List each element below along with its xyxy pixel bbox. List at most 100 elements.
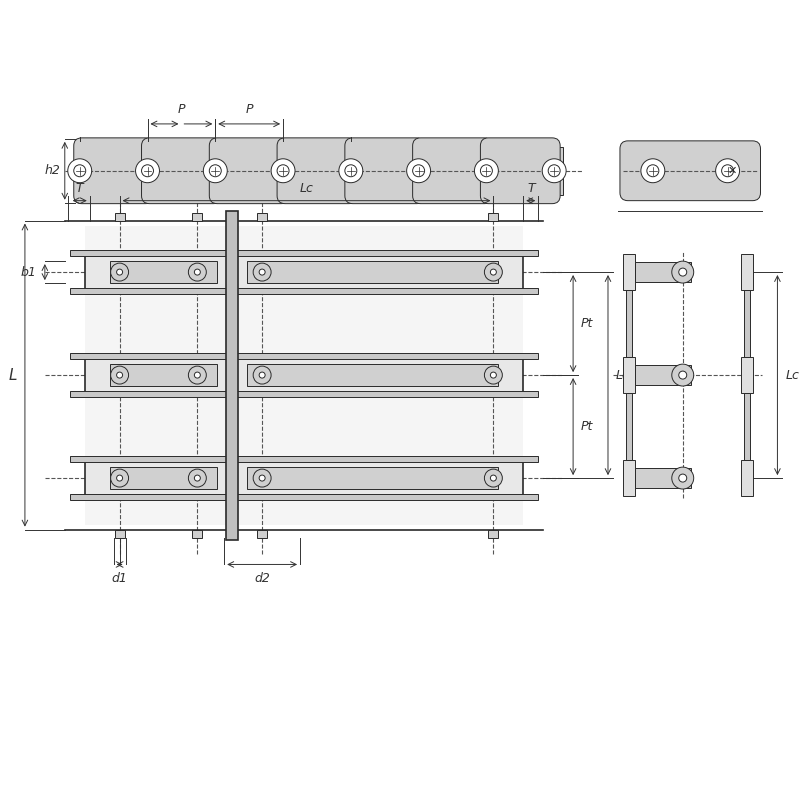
Circle shape — [188, 263, 206, 281]
Bar — [70, 250, 538, 256]
Circle shape — [678, 371, 686, 379]
Text: d1: d1 — [112, 573, 127, 586]
Circle shape — [542, 158, 566, 182]
Circle shape — [194, 475, 200, 481]
Circle shape — [277, 165, 289, 177]
Text: T: T — [527, 182, 535, 194]
FancyBboxPatch shape — [210, 138, 289, 204]
Bar — [70, 353, 538, 359]
Text: d2: d2 — [254, 573, 270, 586]
Bar — [110, 467, 218, 489]
Circle shape — [253, 263, 271, 281]
Text: P: P — [246, 103, 253, 116]
Text: T: T — [76, 182, 83, 194]
Circle shape — [548, 165, 560, 177]
Circle shape — [339, 158, 363, 182]
Circle shape — [68, 158, 92, 182]
Text: Lc: Lc — [786, 369, 799, 382]
Circle shape — [117, 269, 122, 275]
Circle shape — [253, 469, 271, 487]
Circle shape — [271, 158, 295, 182]
Bar — [80, 147, 563, 194]
Circle shape — [194, 372, 200, 378]
Bar — [70, 456, 538, 462]
Circle shape — [641, 158, 665, 182]
Circle shape — [490, 269, 496, 275]
Text: h2: h2 — [45, 164, 61, 178]
Circle shape — [484, 469, 502, 487]
Circle shape — [413, 165, 425, 177]
Bar — [626, 393, 632, 460]
Bar — [741, 254, 753, 290]
Bar — [247, 467, 498, 489]
Circle shape — [722, 165, 734, 177]
Circle shape — [188, 366, 206, 384]
Bar — [114, 213, 125, 221]
Bar — [741, 460, 753, 496]
Text: Pt: Pt — [581, 317, 594, 330]
Circle shape — [259, 475, 265, 481]
Circle shape — [672, 261, 694, 283]
Text: P: P — [178, 103, 185, 116]
Bar — [635, 365, 690, 385]
Bar — [743, 290, 750, 357]
Circle shape — [203, 158, 227, 182]
Bar — [226, 210, 238, 539]
Bar — [114, 530, 125, 538]
Bar — [257, 530, 267, 538]
Bar — [623, 357, 635, 393]
Circle shape — [484, 263, 502, 281]
FancyBboxPatch shape — [74, 138, 154, 204]
Bar — [635, 468, 690, 488]
Text: Pt: Pt — [581, 420, 594, 433]
Circle shape — [74, 165, 86, 177]
FancyBboxPatch shape — [142, 138, 222, 204]
Bar — [110, 364, 218, 386]
Bar — [247, 261, 498, 283]
Bar — [70, 288, 538, 294]
Circle shape — [484, 366, 502, 384]
FancyBboxPatch shape — [413, 138, 492, 204]
Circle shape — [647, 165, 659, 177]
Text: ✕: ✕ — [728, 166, 738, 176]
Circle shape — [188, 469, 206, 487]
Text: b1: b1 — [21, 266, 37, 278]
FancyBboxPatch shape — [620, 141, 761, 201]
Circle shape — [135, 158, 159, 182]
Bar — [247, 364, 498, 386]
FancyBboxPatch shape — [345, 138, 425, 204]
Bar — [488, 213, 498, 221]
Circle shape — [210, 165, 222, 177]
Circle shape — [142, 165, 154, 177]
Bar — [85, 226, 523, 525]
Bar — [623, 460, 635, 496]
Circle shape — [678, 268, 686, 276]
Circle shape — [481, 165, 492, 177]
Bar — [85, 253, 227, 291]
Circle shape — [678, 474, 686, 482]
Circle shape — [716, 158, 739, 182]
Bar — [192, 213, 202, 221]
Bar — [626, 290, 632, 357]
Circle shape — [110, 366, 129, 384]
Circle shape — [672, 467, 694, 489]
Bar — [70, 391, 538, 397]
Bar — [192, 530, 202, 538]
Bar — [238, 459, 523, 497]
Circle shape — [672, 364, 694, 386]
Circle shape — [117, 475, 122, 481]
Circle shape — [194, 269, 200, 275]
Bar — [257, 213, 267, 221]
FancyBboxPatch shape — [481, 138, 560, 204]
Bar — [85, 356, 227, 394]
Circle shape — [117, 372, 122, 378]
Bar — [238, 356, 523, 394]
Circle shape — [474, 158, 498, 182]
FancyBboxPatch shape — [277, 138, 357, 204]
Circle shape — [259, 269, 265, 275]
Circle shape — [490, 372, 496, 378]
Bar — [238, 253, 523, 291]
Bar — [110, 261, 218, 283]
Bar — [70, 494, 538, 500]
Bar — [623, 254, 635, 290]
